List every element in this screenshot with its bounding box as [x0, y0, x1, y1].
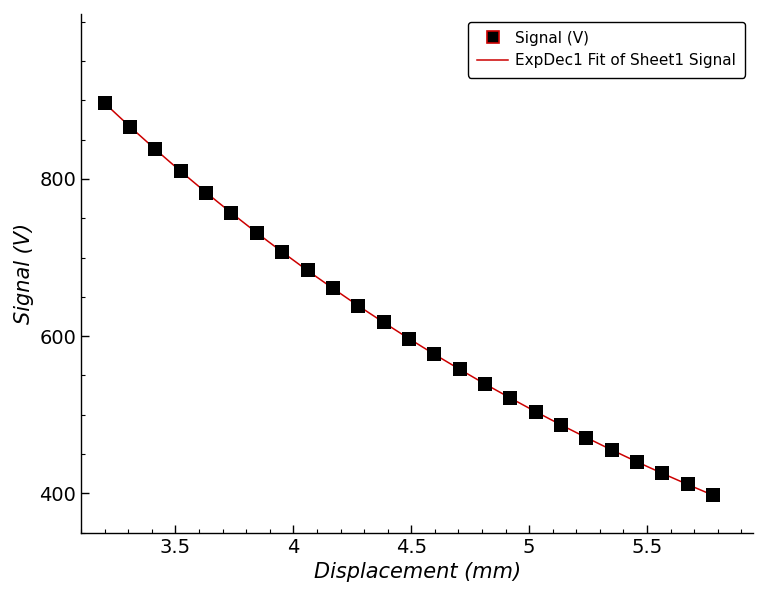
Point [707, 491, 719, 500]
Point [124, 122, 137, 132]
Point [225, 208, 238, 218]
Point [657, 468, 669, 478]
Point [175, 166, 187, 176]
Point [99, 98, 111, 108]
Point [453, 365, 466, 374]
X-axis label: Displacement (mm): Displacement (mm) [314, 562, 521, 582]
Legend: Signal (V), ExpDec1 Fit of Sheet1 Signal: Signal (V), ExpDec1 Fit of Sheet1 Signal [468, 21, 746, 77]
Y-axis label: Signal (V): Signal (V) [14, 223, 34, 324]
Point [631, 457, 644, 467]
Point [377, 318, 390, 327]
Point [352, 301, 364, 311]
Point [479, 379, 491, 389]
Point [605, 445, 617, 455]
Point [403, 334, 415, 343]
Point [682, 480, 694, 489]
Point [301, 266, 314, 275]
Point [276, 247, 288, 257]
Point [529, 407, 542, 417]
Point [580, 433, 592, 442]
Point [428, 349, 440, 359]
Point [200, 188, 212, 197]
Point [504, 393, 516, 403]
Point [251, 228, 263, 238]
Point [327, 284, 339, 293]
Point [555, 420, 567, 430]
Point [150, 145, 162, 154]
